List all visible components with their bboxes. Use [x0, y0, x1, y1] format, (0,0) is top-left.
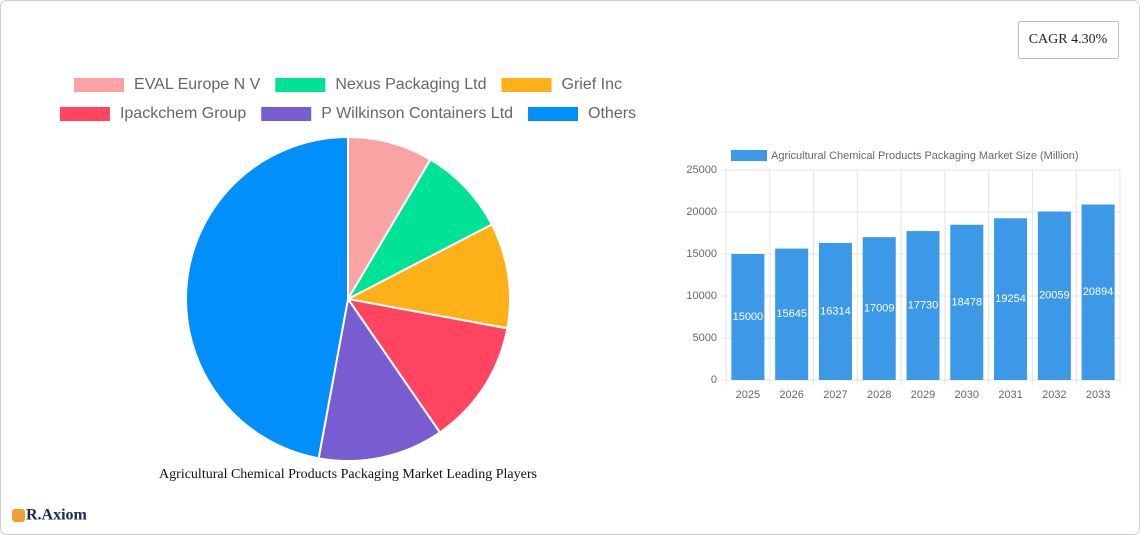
bar-value-label: 20059 — [1039, 290, 1070, 302]
y-tick-label: 0 — [711, 374, 717, 386]
legend-label: Ipackchem Group — [120, 105, 246, 122]
x-tick-label: 2031 — [998, 389, 1022, 401]
bar-value-label: 17730 — [908, 299, 939, 311]
x-tick-label: 2026 — [779, 389, 803, 401]
y-tick-label: 10000 — [686, 290, 717, 302]
logo-icon — [12, 509, 25, 522]
x-tick-label: 2025 — [736, 389, 760, 401]
x-tick-label: 2032 — [1042, 389, 1066, 401]
bar-value-label: 18478 — [951, 296, 982, 308]
pie-slice — [347, 135, 432, 303]
pie-slice — [185, 135, 349, 460]
legend-swatch — [59, 107, 110, 121]
bar-value-label: 15000 — [733, 311, 764, 323]
legend-swatch — [528, 107, 579, 121]
legend-label: Grief Inc — [562, 76, 622, 93]
y-tick-label: 20000 — [686, 206, 717, 218]
bar — [906, 231, 940, 380]
legend-label: EVAL Europe N V — [134, 76, 261, 93]
legend-swatch — [74, 78, 125, 92]
x-tick-label: 2033 — [1086, 389, 1110, 401]
logo: R.Axiom — [26, 507, 88, 524]
chart-title: Agricultural Chemical Products Packaging… — [159, 467, 537, 482]
legend-label: P Wilkinson Containers Ltd — [321, 105, 513, 122]
pie-slice — [345, 158, 494, 302]
pie-slice — [317, 296, 442, 462]
y-tick-label: 15000 — [686, 248, 717, 260]
bar-value-label: 17009 — [864, 302, 895, 314]
legend-label: Others — [588, 105, 636, 122]
bar — [818, 242, 852, 380]
bar — [1081, 204, 1115, 380]
pie-slice — [344, 223, 511, 330]
legend-swatch — [275, 78, 326, 92]
x-tick-label: 2030 — [955, 389, 979, 401]
bar-value-label: 19254 — [995, 293, 1026, 305]
y-tick-label: 25000 — [686, 164, 717, 176]
x-tick-label: 2028 — [867, 389, 891, 401]
bar-value-label: 15645 — [776, 308, 807, 320]
x-tick-label: 2027 — [823, 389, 847, 401]
bar — [994, 218, 1028, 380]
legend-row: Ipackchem Group P Wilkinson Containers Lt… — [59, 105, 636, 122]
legend-swatch — [501, 78, 552, 92]
x-tick-label: 2029 — [911, 389, 935, 401]
cagr-box — [1018, 21, 1119, 59]
legend-row: EVAL Europe N V Nexus Packaging Ltd Grief … — [74, 76, 622, 93]
bar — [731, 254, 765, 380]
bar-value-label: 20894 — [1083, 286, 1114, 298]
legend-label: Agricultural Chemical Products Packaging… — [771, 150, 1079, 162]
y-tick-label: 5000 — [693, 332, 717, 344]
bar — [1037, 211, 1071, 380]
cagr: CAGR 4.30% — [1029, 32, 1108, 47]
bar — [775, 248, 809, 380]
bar-value-label: 16314 — [820, 305, 851, 317]
legend-label: Nexus Packaging Ltd — [335, 76, 486, 93]
legend-swatch — [731, 150, 767, 161]
pie-slice — [345, 297, 509, 434]
bar — [862, 237, 896, 380]
legend-swatch — [261, 107, 312, 121]
bar — [950, 224, 984, 380]
